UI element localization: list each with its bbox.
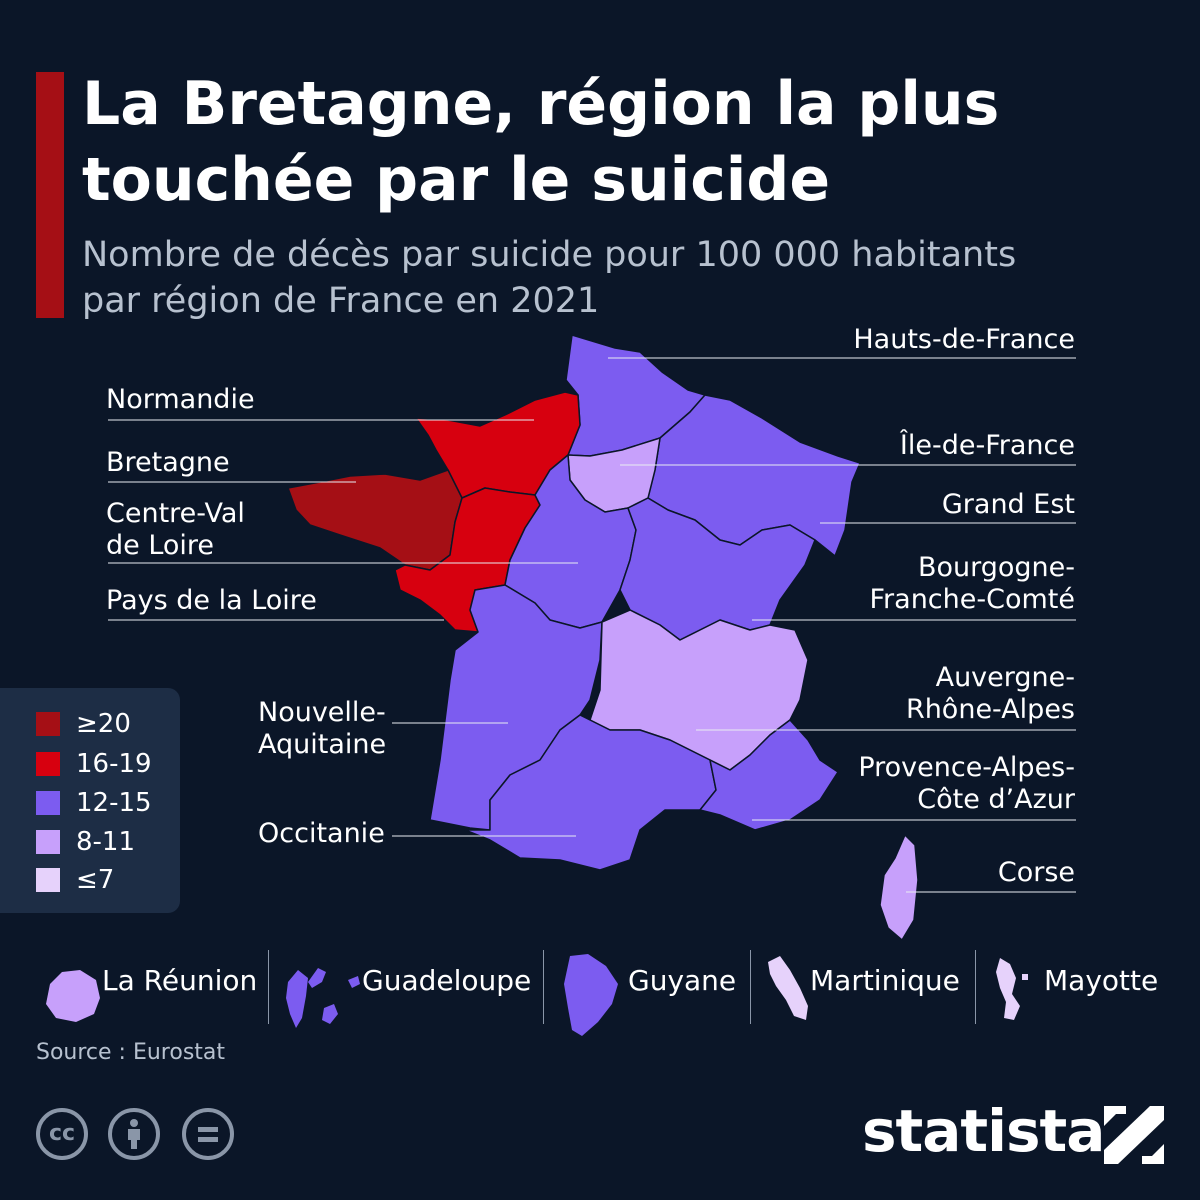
territory-guyane: Guyane (560, 948, 745, 1036)
martinique-shape (768, 956, 808, 1020)
territory-label: Guadeloupe (362, 964, 532, 997)
territory-label: Mayotte (1044, 964, 1159, 997)
label-bourgogne-franche-comte: Bourgogne- Franche-Comté (800, 552, 1075, 616)
legend-swatch (36, 830, 60, 854)
statista-logo[interactable]: statista (862, 1097, 1105, 1165)
title-line-2: touchée par le suicide (82, 145, 831, 215)
label-nouvelle-aquitaine: Nouvelle- Aquitaine (258, 697, 386, 761)
territory-martinique: Martinique (764, 948, 969, 1028)
label-bourgogne-line-1: Bourgogne- (917, 552, 1075, 583)
mayotte-shape (996, 958, 1028, 1020)
label-centre-val-de-loire: Centre-Val de Loire (106, 498, 245, 562)
cc-icon[interactable]: cc (36, 1108, 88, 1160)
statista-logo-icon (1104, 1106, 1164, 1164)
label-nouvelle-line-2: Aquitaine (258, 729, 387, 760)
legend-label: ≥20 (76, 709, 131, 739)
label-provence-alpes-cote-dazur: Provence-Alpes- Côte d’Azur (800, 752, 1075, 816)
guadeloupe-shape (286, 968, 360, 1028)
accent-bar (36, 72, 64, 318)
territory-label: Martinique (810, 964, 960, 997)
territory-label: Guyane (628, 964, 737, 997)
legend: ≥20 16-19 12-15 8-11 ≤7 (0, 688, 180, 913)
label-auvergne-line-2: Rhône-Alpes (905, 694, 1075, 725)
label-pays-de-la-loire: Pays de la Loire (106, 585, 317, 616)
separator (543, 950, 544, 1024)
label-normandie: Normandie (106, 384, 255, 415)
region-corse[interactable] (879, 834, 919, 941)
separator (750, 950, 751, 1024)
legend-label: 12-15 (76, 788, 152, 818)
page-title: La Bretagne, région la plus touchée par … (82, 66, 1172, 218)
attribution-icon[interactable] (108, 1108, 160, 1160)
territory-guadeloupe: Guadeloupe (282, 948, 537, 1028)
label-auvergne-rhone-alpes: Auvergne- Rhône-Alpes (800, 662, 1075, 726)
label-auvergne-line-1: Auvergne- (935, 662, 1075, 693)
territory-mayotte: Mayotte (990, 948, 1165, 1028)
legend-label: ≤7 (76, 865, 115, 895)
separator (975, 950, 976, 1024)
label-occitanie: Occitanie (258, 818, 385, 849)
reunion-shape (46, 970, 100, 1022)
person-glyph (128, 1119, 140, 1149)
source-note: Source : Eurostat (36, 1040, 226, 1065)
region-bourgogne-franche-comte[interactable] (619, 497, 816, 641)
guyane-shape (564, 954, 618, 1036)
subtitle-line-1: Nombre de décès par suicide pour 100 000… (82, 235, 1017, 275)
legend-swatch (36, 791, 60, 815)
label-bretagne: Bretagne (106, 447, 230, 478)
territory-la-reunion: La Réunion (40, 948, 260, 1028)
no-derivatives-icon[interactable] (182, 1108, 234, 1160)
label-centre-line-2: de Loire (106, 530, 215, 561)
label-nouvelle-line-1: Nouvelle- (258, 697, 386, 728)
legend-swatch (36, 712, 60, 736)
label-ile-de-france: Île-de-France (899, 430, 1075, 461)
label-centre-line-1: Centre-Val (106, 498, 245, 529)
territory-label: La Réunion (102, 964, 258, 997)
label-grand-est: Grand Est (941, 489, 1075, 520)
region-provence-alpes-cote-dazur[interactable] (699, 719, 839, 831)
label-hauts-de-france: Hauts-de-France (853, 324, 1075, 355)
separator (268, 950, 269, 1024)
leader-lines (108, 357, 1076, 893)
label-paca-line-1: Provence-Alpes- (858, 752, 1075, 783)
label-paca-line-2: Côte d’Azur (917, 784, 1075, 815)
region-bretagne[interactable] (287, 469, 463, 571)
label-bourgogne-line-2: Franche-Comté (869, 584, 1075, 615)
label-corse: Corse (997, 857, 1075, 888)
title-line-1: La Bretagne, région la plus (82, 69, 1000, 139)
equals-glyph (198, 1127, 218, 1142)
subtitle-line-2: par région de France en 2021 (82, 281, 600, 321)
page-subtitle: Nombre de décès par suicide pour 100 000… (82, 232, 1172, 324)
legend-label: 16-19 (76, 749, 152, 779)
legend-swatch (36, 868, 60, 892)
legend-label: 8-11 (76, 827, 136, 857)
legend-swatch (36, 752, 60, 776)
